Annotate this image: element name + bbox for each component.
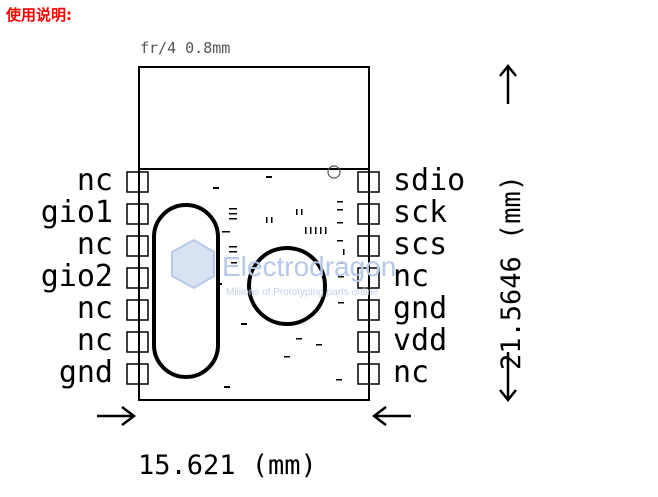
pin-label-right-1: sdio [393, 163, 465, 198]
left-pad [126, 203, 149, 225]
pin-label-right-4: nc [393, 259, 429, 294]
pin-label-right-6: vdd [393, 323, 447, 358]
crystal-outline [152, 203, 220, 379]
left-pads [126, 171, 149, 385]
pin1-marker [327, 165, 341, 179]
left-pad [126, 235, 149, 257]
chip-outline [247, 246, 327, 326]
watermark: Electrodragon Millions of Prototyping pa… [171, 238, 396, 298]
pin-label-right-5: gnd [393, 291, 447, 326]
left-pad [126, 331, 149, 353]
component-marks [213, 176, 345, 388]
right-pad [357, 299, 380, 321]
right-pad [357, 235, 380, 257]
pin-label-left-4: gio2 [41, 259, 113, 294]
instructions-heading: 使用说明: [6, 6, 72, 24]
right-pad [357, 171, 380, 193]
right-pad [357, 267, 380, 289]
height-arrowhead-top-icon [499, 63, 517, 77]
height-dimension [499, 63, 517, 403]
right-pad [357, 203, 380, 225]
watermark-name: Electrodragon [222, 251, 396, 282]
right-pad [357, 363, 380, 385]
pin-label-left-2: gio1 [41, 195, 113, 230]
right-pad [357, 331, 380, 353]
width-dimension [97, 406, 411, 426]
pin-label-right-2: sck [393, 195, 447, 230]
height-label: 21.5646 (mm) [496, 175, 527, 370]
left-pad [126, 363, 149, 385]
width-arrowhead-left-icon [121, 406, 137, 426]
left-pad [126, 171, 149, 193]
height-arrowhead-bottom-icon [499, 389, 517, 403]
right-pin-labels: sdio sck scs nc gnd vdd nc [393, 163, 465, 390]
left-pad [126, 299, 149, 321]
pin-label-right-7: nc [393, 355, 429, 390]
pin-label-left-1: nc [77, 163, 113, 198]
material-note: fr/4 0.8mm [140, 39, 230, 57]
left-pin-labels: nc gio1 nc gio2 nc nc gnd [41, 163, 113, 390]
pin-label-right-3: scs [393, 227, 447, 262]
watermark-logo-icon [171, 238, 215, 290]
pin-label-left-7: gnd [59, 355, 113, 390]
board-outline [138, 66, 370, 401]
pin-label-left-5: nc [77, 291, 113, 326]
width-label: 15.621 (mm) [138, 450, 317, 481]
pin-label-left-6: nc [77, 323, 113, 358]
pin-label-left-3: nc [77, 227, 113, 262]
left-pad [126, 267, 149, 289]
right-pads [357, 171, 380, 385]
width-arrowhead-right-icon [371, 406, 387, 426]
watermark-tagline: Millions of Prototyping parts online [226, 287, 379, 298]
